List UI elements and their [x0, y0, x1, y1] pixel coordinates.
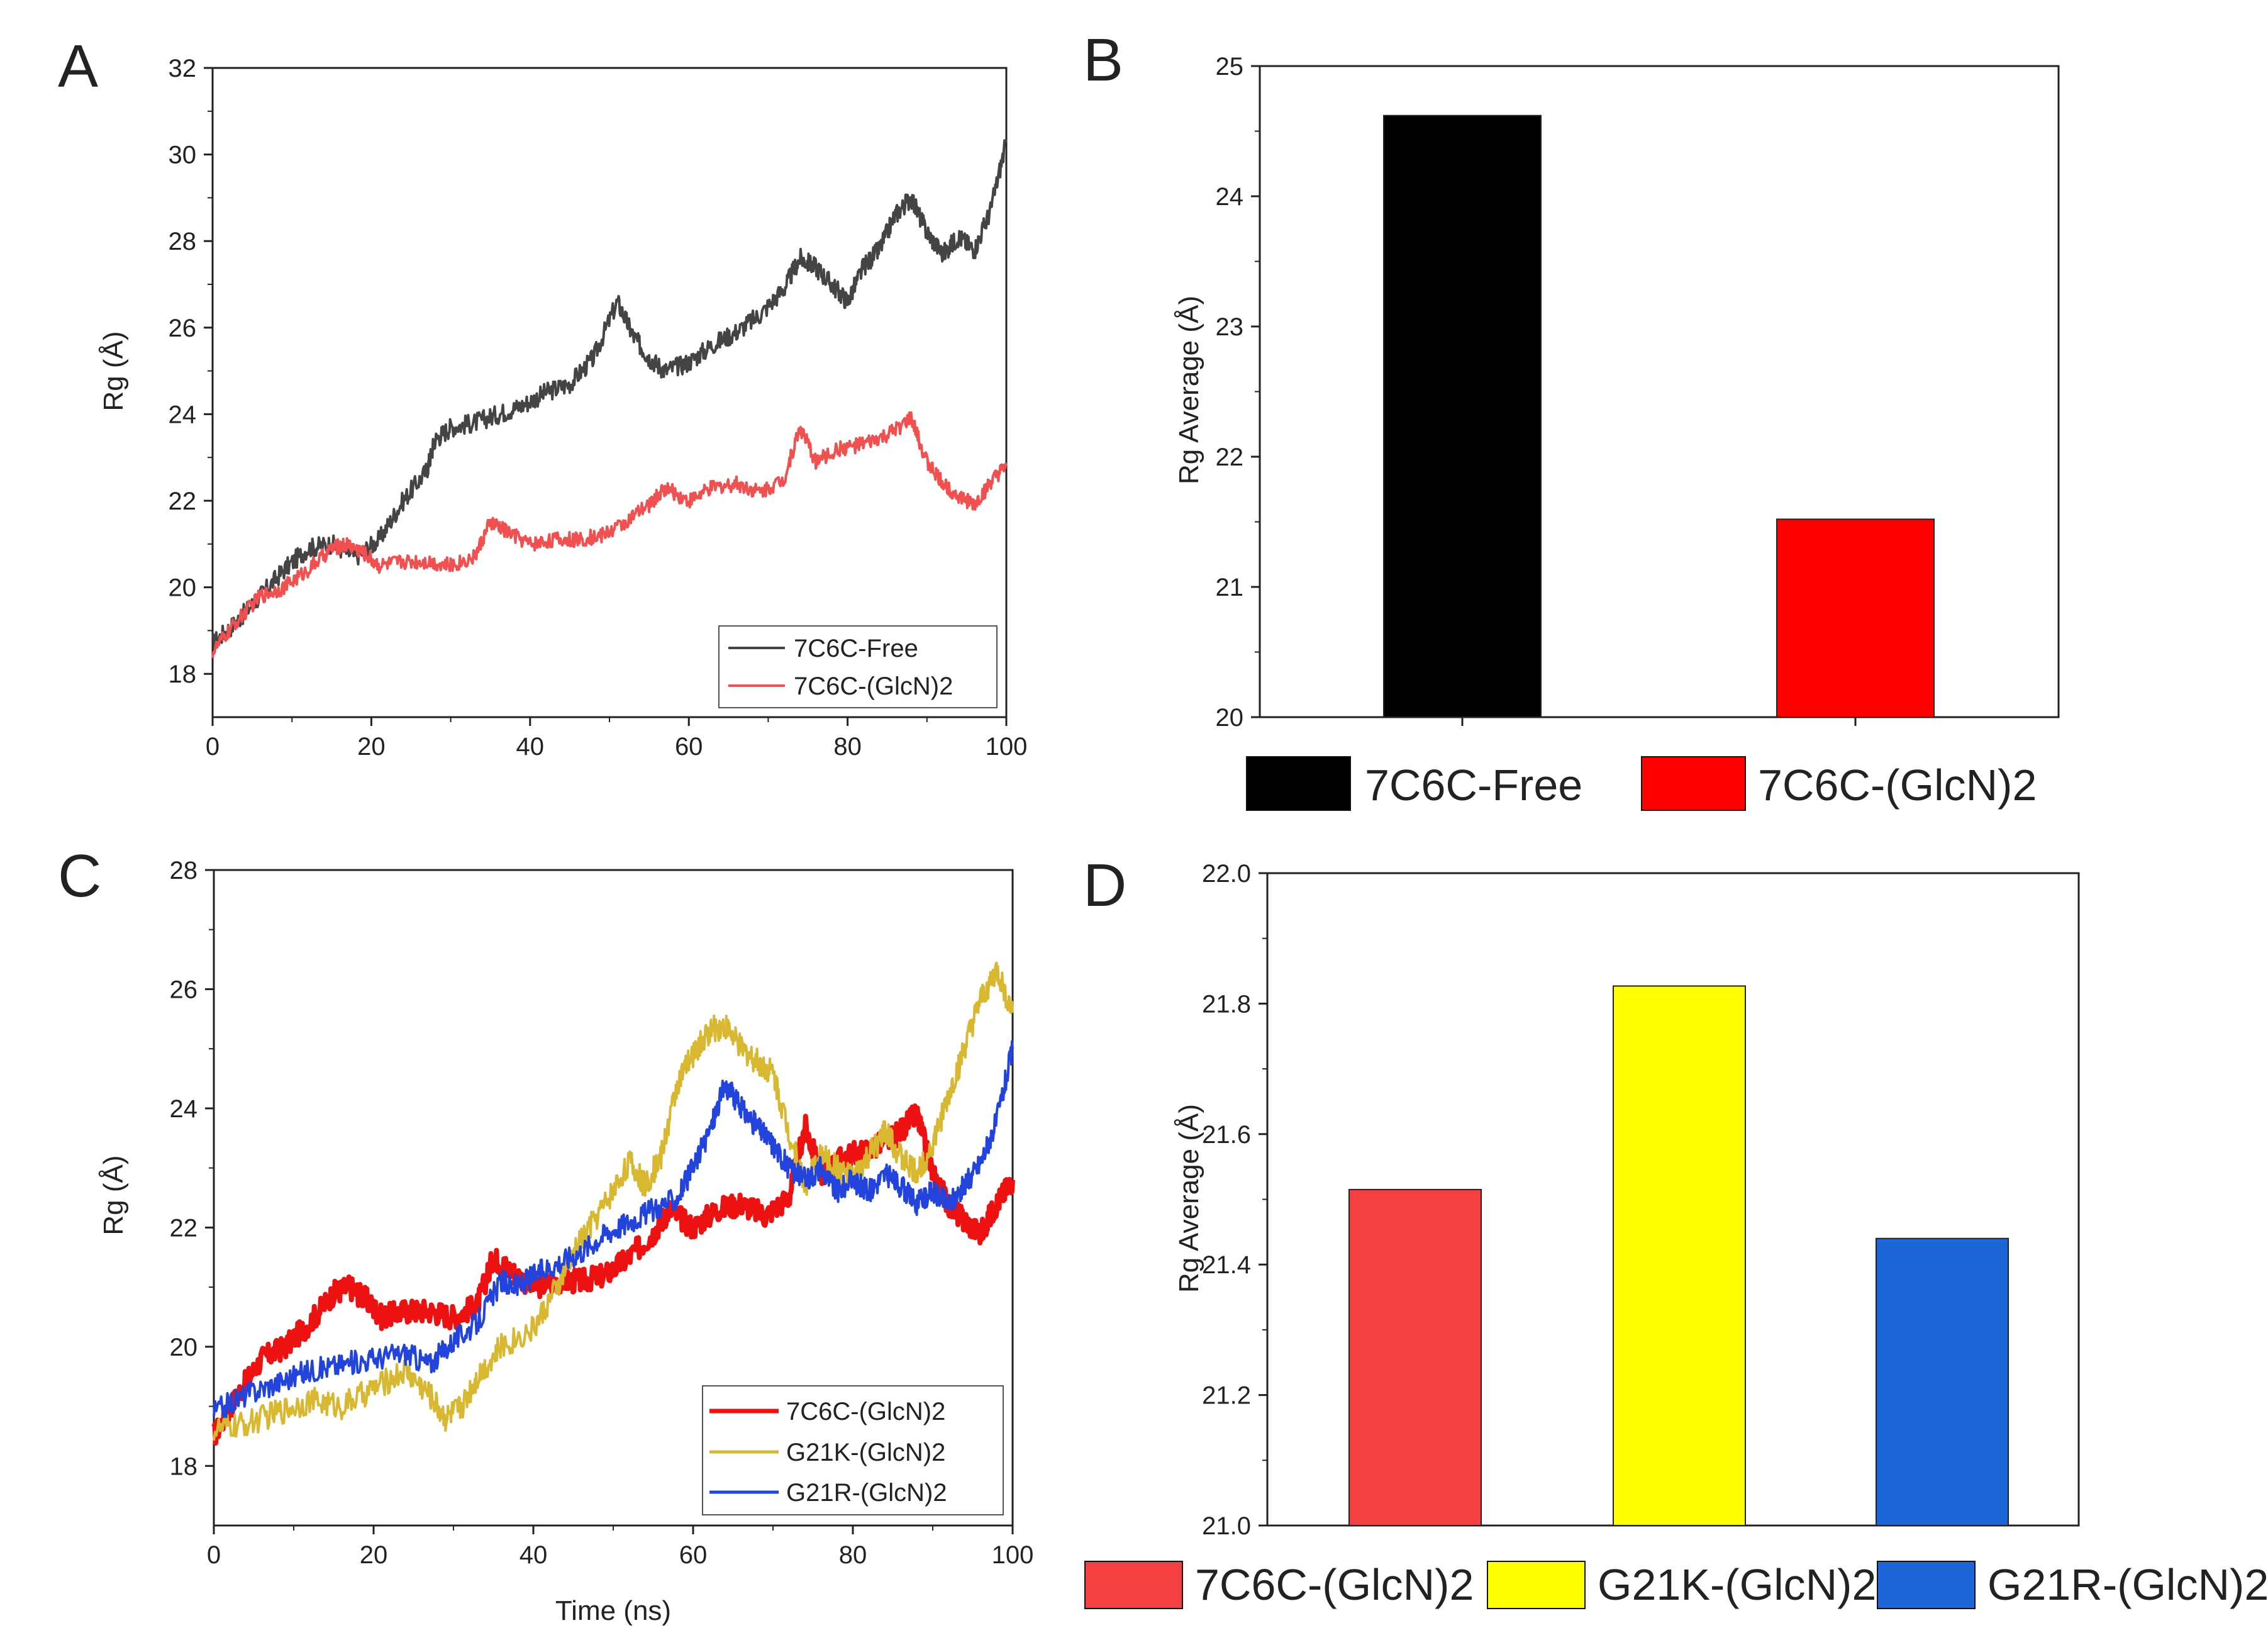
x-tick-label: 60 [679, 1541, 708, 1569]
panel-a-y-axis: 18 20 22 24 26 28 30 32 [169, 55, 213, 688]
panel-c-y-axis-title: Rg (Å) [98, 1155, 129, 1235]
x-tick-label: 60 [675, 733, 703, 761]
y-tick-label: 25 [1216, 53, 1244, 81]
y-tick-label: 22 [1216, 443, 1244, 471]
y-tick-label: 18 [170, 1453, 198, 1480]
x-tick-label: 80 [839, 1541, 867, 1569]
y-tick-label: 24 [169, 401, 197, 428]
panel-a-legend-label-free: 7C6C-Free [794, 635, 918, 662]
panel-d-label: D [1083, 852, 1126, 919]
series-line-7c6c-glcn-2 [211, 411, 1008, 659]
y-tick-label: 22 [170, 1214, 198, 1242]
y-tick-label: 28 [169, 228, 197, 255]
panel-d-y-axis: 21.0 21.2 21.4 21.6 21.8 22.0 [1202, 860, 1267, 1540]
y-tick-label: 32 [169, 55, 197, 82]
panel-b-legend-label-glcn2: 7C6C-(GlcN)2 [1758, 761, 2037, 810]
panel-c-legend-label-g21r: G21R-(GlcN)2 [786, 1479, 947, 1507]
panel-c-label: C [58, 842, 101, 910]
panel-d-legend-swatch-g21k [1487, 1561, 1586, 1609]
y-tick-label: 20 [1216, 704, 1244, 732]
panel-c-line-chart: C 0 20 40 60 80 100 18 20 22 24 26 28 Time (ns) Rg… [58, 842, 1033, 1626]
y-tick-label: 26 [170, 976, 198, 1003]
panel-a-line-chart: A 0 20 40 60 80 100 18 20 22 24 26 28 30 32 Rg (Å) 7… [58, 33, 1027, 761]
panel-b-plot-frame [1259, 65, 2060, 718]
panel-b-legend-label-free: 7C6C-Free [1365, 761, 1582, 810]
y-tick-label: 22 [169, 488, 197, 515]
panel-a-y-axis-title: Rg (Å) [98, 331, 129, 411]
x-tick-label: 0 [207, 1541, 221, 1569]
y-tick-label: 21.0 [1202, 1512, 1251, 1540]
panel-d-legend-swatch-g21r [1877, 1561, 1976, 1609]
y-tick-label: 23 [1216, 313, 1244, 341]
bar-7c6c-glcn-2 [1348, 1188, 1482, 1526]
x-tick-label: 0 [206, 733, 220, 761]
y-tick-label: 20 [170, 1334, 198, 1361]
bar-7c6c-free [1383, 114, 1542, 718]
panel-d-bars [1348, 985, 2009, 1526]
y-tick-label: 21 [1216, 574, 1244, 601]
panel-a-x-axis: 0 20 40 60 80 100 [206, 717, 1028, 761]
x-tick-label: 20 [360, 1541, 388, 1569]
panel-b-bar-chart: B 20 21 22 23 24 25 Rg Average (Å) 7C6C-Free … [1083, 26, 2060, 811]
panel-d-legend-label-g21r: G21R-(GlcN)2 [1987, 1560, 2268, 1609]
y-tick-label: 24 [170, 1095, 198, 1123]
y-tick-label: 26 [169, 315, 197, 342]
panel-b-legend-swatch-free [1246, 756, 1351, 811]
series-line-7c6c-free [211, 139, 1008, 652]
x-tick-label: 20 [357, 733, 386, 761]
panel-a-label: A [58, 33, 98, 100]
panel-c-x-axis: 0 20 40 60 80 100 [207, 1526, 1034, 1569]
panel-b-y-axis-title: Rg Average (Å) [1174, 296, 1204, 484]
panel-a-legend-box [718, 625, 998, 708]
panel-a-legend-label-glcn2: 7C6C-(GlcN)2 [794, 672, 953, 700]
series-line-g21r-glcn-2 [213, 1040, 1014, 1419]
x-tick-label: 40 [520, 1541, 548, 1569]
y-tick-label: 24 [1216, 183, 1244, 211]
series-line-g21k-glcn-2 [213, 961, 1014, 1441]
panel-d-legend-label-g21k: G21K-(GlcN)2 [1598, 1560, 1876, 1609]
panel-d-bar-chart: D 21.0 21.2 21.4 21.6 21.8 22.0 Rg Average (Å… [1083, 852, 2268, 1609]
panel-d-legend-swatch-7c6c [1084, 1561, 1183, 1609]
bar-g21r-glcn-2 [1876, 1237, 2009, 1526]
panel-d-legend-label-7c6c: 7C6C-(GlcN)2 [1195, 1560, 1474, 1609]
panel-b-legend: 7C6C-Free 7C6C-(GlcN)2 [1246, 756, 2037, 811]
y-tick-label: 20 [169, 574, 197, 602]
panel-b-label: B [1083, 26, 1123, 94]
panel-b-y-axis: 20 21 22 23 24 25 [1216, 53, 1857, 732]
x-tick-label: 100 [992, 1541, 1034, 1569]
panel-d-y-axis-title: Rg Average (Å) [1174, 1104, 1204, 1293]
panel-b-bars [1383, 114, 1935, 718]
panel-c-legend: 7C6C-(GlcN)2 G21K-(GlcN)2 G21R-(GlcN)2 [702, 1385, 1004, 1515]
panel-c-legend-label-g21k: G21K-(GlcN)2 [786, 1439, 945, 1466]
x-tick-label: 80 [833, 733, 862, 761]
panel-b-legend-swatch-glcn2 [1641, 756, 1746, 811]
panel-c-series-group [211, 961, 1015, 1446]
y-tick-label: 18 [169, 661, 197, 688]
x-tick-label: 40 [516, 733, 545, 761]
panel-c-x-axis-title: Time (ns) [555, 1595, 671, 1626]
y-tick-label: 21.4 [1202, 1251, 1251, 1279]
bar-7c6c-glcn-2 [1776, 518, 1935, 718]
x-tick-label: 100 [986, 733, 1028, 761]
panel-a-plot-frame [211, 67, 1008, 718]
series-line-7c6c-glcn-2 [211, 1103, 1015, 1446]
bar-g21k-glcn-2 [1613, 985, 1746, 1526]
panel-c-y-axis: 18 20 22 24 26 28 [170, 857, 214, 1480]
y-tick-label: 22.0 [1202, 860, 1251, 888]
y-tick-label: 21.8 [1202, 990, 1251, 1018]
panel-c-legend-label-7c6c: 7C6C-(GlcN)2 [786, 1398, 945, 1425]
y-tick-label: 28 [170, 857, 198, 884]
panel-a-legend: 7C6C-Free 7C6C-(GlcN)2 [718, 625, 998, 708]
y-tick-label: 21.6 [1202, 1121, 1251, 1149]
panel-d-legend: 7C6C-(GlcN)2 G21K-(GlcN)2 G21R-(GlcN)2 [1084, 1560, 2268, 1609]
y-tick-label: 21.2 [1202, 1382, 1251, 1410]
y-tick-label: 30 [169, 142, 197, 169]
panel-a-series-group [211, 139, 1008, 659]
